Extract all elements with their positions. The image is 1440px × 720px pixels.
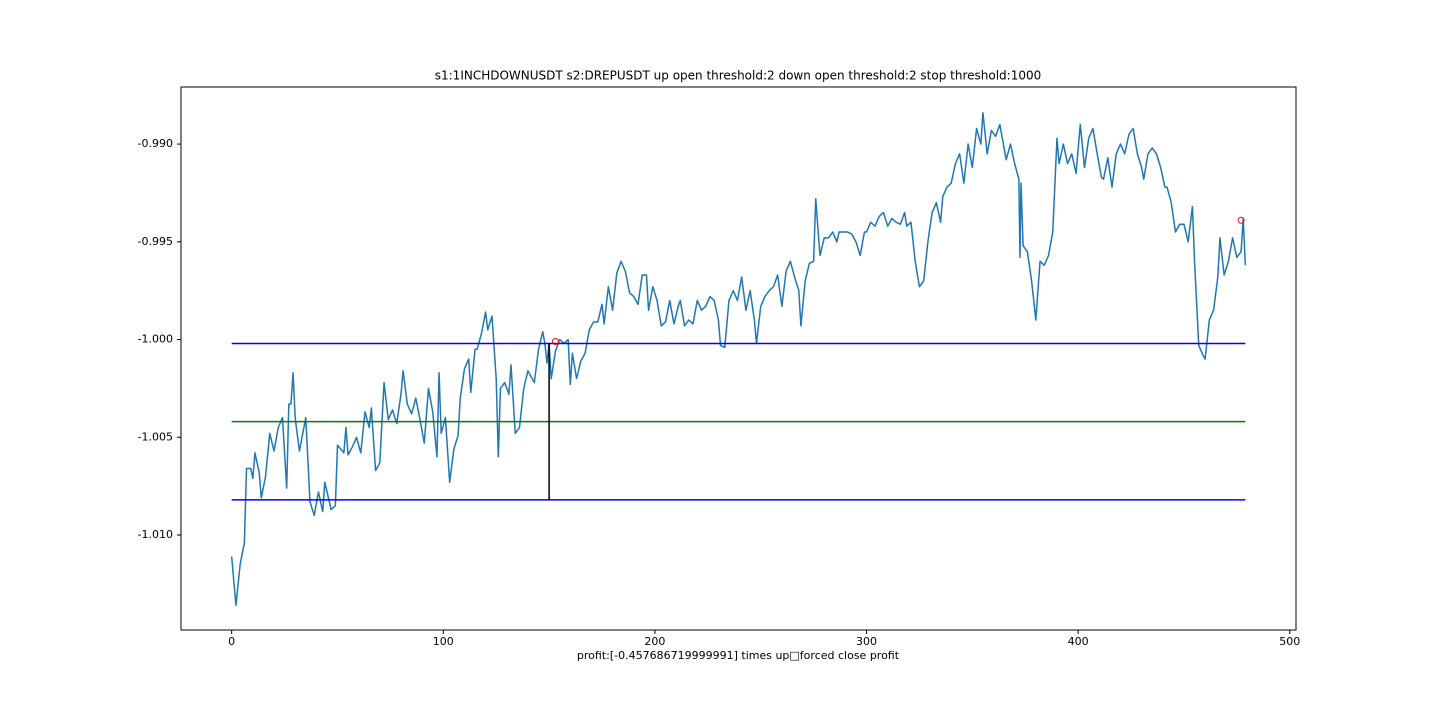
y-tick-label: -0.995 <box>138 235 173 248</box>
chart-title: s1:1INCHDOWNUSDT s2:DREPUSDT up open thr… <box>435 69 1042 83</box>
x-tick-label: 400 <box>1068 635 1089 648</box>
x-tick-label: 200 <box>644 635 665 648</box>
plot-frame <box>180 86 1297 631</box>
y-tick-label: -1.000 <box>138 333 173 346</box>
y-tick-label: -1.010 <box>138 528 173 541</box>
x-axis-label: profit:[-0.457686719999991] times up□for… <box>577 649 900 662</box>
y-tick-label: -1.005 <box>138 430 173 443</box>
x-tick-label: 300 <box>856 635 877 648</box>
y-tick-label: -0.990 <box>138 137 173 150</box>
marker <box>551 337 559 345</box>
marker <box>1237 216 1245 224</box>
x-tick-label: 0 <box>228 635 235 648</box>
x-tick-label: 500 <box>1279 635 1300 648</box>
data-line <box>230 112 1247 607</box>
x-tick-label: 100 <box>433 635 454 648</box>
